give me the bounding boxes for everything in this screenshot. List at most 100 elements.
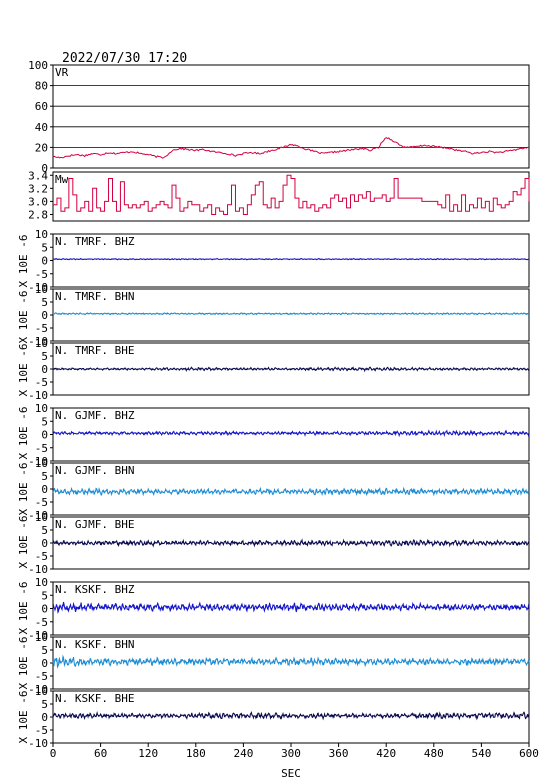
y-tick-label: 5 (41, 524, 48, 537)
x-tick-label: 360 (329, 747, 349, 760)
y-tick-label: -5 (35, 376, 48, 389)
y-tick-label: -10 (28, 335, 48, 348)
y-tick-label: 100 (28, 59, 48, 72)
y-unit-label: X 10E -6 (17, 691, 30, 744)
series-line (52, 257, 529, 261)
panel-label: Mw (55, 173, 69, 186)
y-tick-label: -10 (28, 509, 48, 522)
y-tick-label: 10 (35, 283, 48, 296)
panel-1: 0 20 40 60 80 100 VR (28, 59, 530, 175)
y-tick-label: -10 (28, 629, 48, 642)
y-tick-label: -5 (35, 496, 48, 509)
y-tick-label: 40 (35, 121, 48, 134)
y-tick-label: 80 (35, 80, 48, 93)
y-tick-label: 5 (41, 296, 48, 309)
series-line (52, 486, 530, 497)
x-axis: 0 60 120 180 240 300 360 420 480 540 600 (50, 743, 539, 760)
y-tick-label: 2.8 (28, 208, 48, 221)
y-unit-label: X 10E -6 (17, 235, 30, 288)
y-unit-label: X 10E -6 (17, 344, 30, 397)
y-tick-label: 10 (35, 337, 48, 350)
panel-label: VR (55, 66, 69, 79)
x-tick-label: 120 (138, 747, 158, 760)
y-tick-label: 10 (35, 511, 48, 524)
series-line (52, 366, 530, 373)
y-tick-label: 10 (35, 576, 48, 589)
y-tick-label: 0 (41, 255, 48, 268)
y-tick-label: -10 (28, 455, 48, 468)
y-unit-label: X 10E -6 (17, 516, 30, 569)
panel-label: N. KSKF. BHN (55, 638, 134, 651)
y-tick-label: 60 (35, 100, 48, 113)
y-tick-label: 5 (41, 241, 48, 254)
panel-label: N. KSKF. BHZ (55, 583, 135, 596)
panel-frame (52, 64, 530, 169)
series-line (52, 601, 530, 614)
x-tick-label: 0 (50, 747, 57, 760)
y-tick-label: -5 (35, 670, 48, 683)
y-tick-label: 0 (41, 483, 48, 496)
y-tick-label: 5 (41, 470, 48, 483)
y-tick-label: 0 (41, 429, 48, 442)
series-line (52, 710, 530, 721)
x-tick-label: 60 (94, 747, 107, 760)
series-line (52, 137, 529, 159)
panel-label: N. GJMF. BHE (55, 518, 134, 531)
y-tick-label: 0 (41, 363, 48, 376)
y-tick-label: 0 (41, 711, 48, 724)
y-tick-label: -5 (35, 616, 48, 629)
y-tick-label: -5 (35, 442, 48, 455)
y-unit-label: X 10E -6 (17, 407, 30, 460)
panel-label: N. TMRF. BHE (55, 344, 134, 357)
y-unit-label: X 10E -6 (17, 291, 30, 344)
y-tick-label: 0 (41, 537, 48, 550)
y-tick-label: 0 (41, 309, 48, 322)
y-tick-label: -5 (35, 724, 48, 737)
y-tick-label: 3.2 (28, 182, 48, 195)
y-tick-label: 5 (41, 698, 48, 711)
y-tick-label: 3.0 (28, 195, 48, 208)
y-tick-label: -10 (28, 563, 48, 576)
x-tick-label: 180 (186, 747, 206, 760)
y-tick-label: 0 (41, 162, 48, 175)
y-tick-label: 10 (35, 631, 48, 644)
panel-label: N. TMRF. BHZ (55, 235, 135, 248)
series-line (52, 429, 530, 438)
y-tick-label: -10 (28, 281, 48, 294)
y-unit-label: X 10E -6 (17, 582, 30, 635)
y-tick-label: -5 (35, 322, 48, 335)
y-tick-label: 10 (35, 228, 48, 241)
series-line (52, 538, 530, 548)
series-line (52, 311, 530, 316)
panel-label: N. GJMF. BHN (55, 464, 134, 477)
y-tick-label: 3.4 (28, 169, 48, 182)
y-tick-label: 10 (35, 402, 48, 415)
y-tick-label: 5 (41, 644, 48, 657)
y-tick-label: -5 (35, 550, 48, 563)
x-tick-label: 420 (376, 747, 396, 760)
header-timestamp: 2022/07/30 17:20 (62, 51, 187, 66)
y-axis-labels: X 10E -6X 10E -6X 10E -6X 10E -6X 10E -6… (17, 235, 30, 744)
panel-label: N. GJMF. BHZ (55, 409, 135, 422)
series-line (53, 174, 530, 215)
y-tick-label: 10 (35, 685, 48, 698)
y-tick-label: 5 (41, 415, 48, 428)
x-tick-label: 300 (281, 747, 301, 760)
y-tick-label: -5 (35, 268, 48, 281)
y-tick-label: -10 (28, 737, 48, 750)
panel-2: 2.83.03.23.4 Mw (28, 169, 530, 222)
y-tick-label: 5 (41, 589, 48, 602)
series-line (52, 654, 530, 669)
y-tick-label: 5 (41, 350, 48, 363)
x-tick-label: 240 (233, 747, 253, 760)
y-unit-label: X 10E -6 (17, 463, 30, 516)
